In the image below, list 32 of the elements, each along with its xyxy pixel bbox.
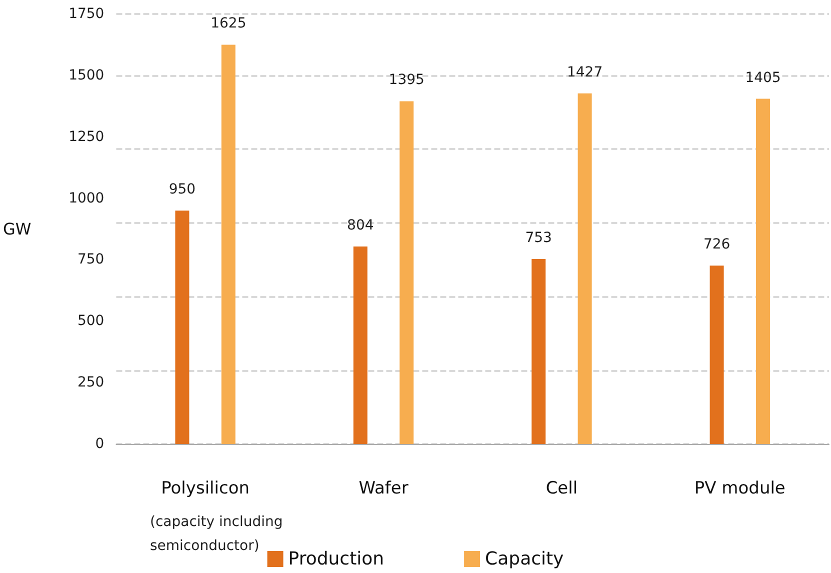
data-label: 950 [168, 182, 196, 198]
y-tick-label: 0 [95, 436, 104, 452]
data-label: 804 [347, 217, 374, 234]
legend-label: Capacity [485, 548, 564, 570]
y-axis-title: GW [3, 220, 32, 238]
bar [756, 98, 770, 444]
bar [532, 258, 546, 444]
text: (capacity including semiconductor) [150, 514, 288, 554]
x-tick-label: Polysilicon [161, 478, 250, 498]
y-tick-label: 750 [77, 252, 104, 268]
bar [353, 246, 368, 444]
data-label: 1405 [745, 70, 781, 86]
y-tick-label: 1000 [68, 190, 104, 206]
bar [578, 93, 592, 444]
y-tick-label: 1750 [68, 6, 104, 22]
bar [221, 44, 236, 444]
data-label: 753 [525, 230, 552, 246]
legend-label: Production [288, 548, 384, 570]
x-tick-label: Wafer [358, 478, 408, 498]
data-label: 1395 [388, 72, 424, 88]
y-tick-label: 250 [77, 374, 104, 391]
bar [710, 266, 724, 444]
y-tick-label: 500 [77, 313, 104, 330]
data-label: 1427 [566, 64, 603, 80]
y-tick-label: 1500 [68, 67, 104, 84]
y-tick-label: 1250 [68, 128, 104, 145]
bar [400, 101, 414, 444]
x-tick-label: Cell [546, 478, 578, 498]
data-label: 726 [703, 236, 730, 253]
bar [175, 210, 190, 444]
data-label: 1625 [210, 16, 246, 32]
x-tick-label: PV module [694, 478, 786, 498]
